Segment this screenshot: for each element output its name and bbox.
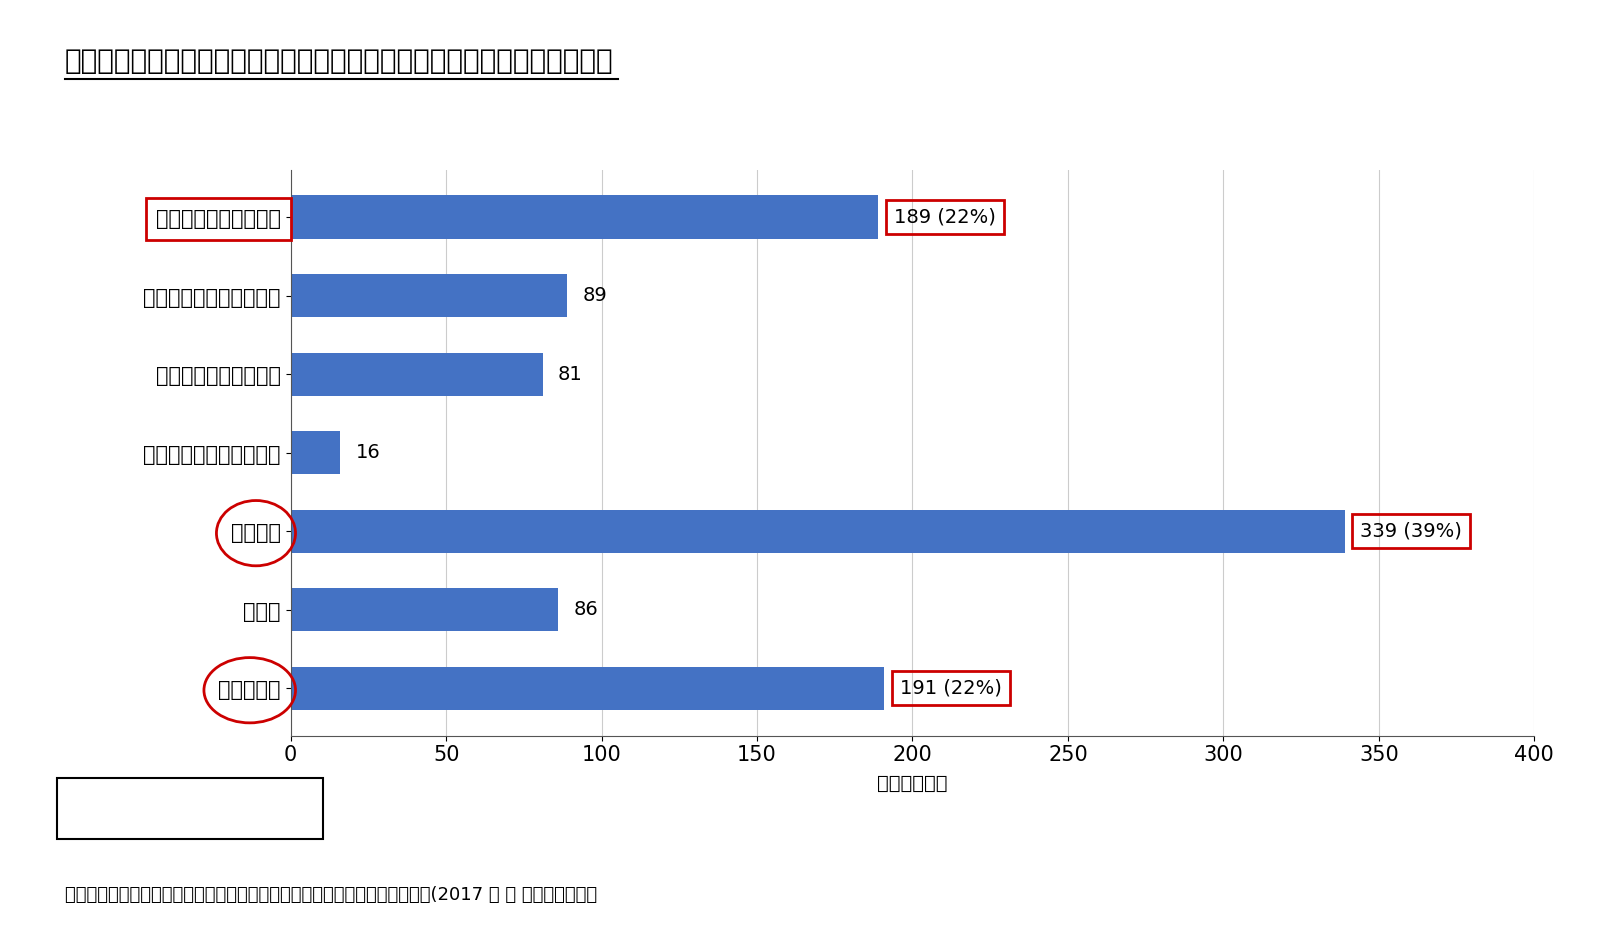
Bar	[291, 195, 878, 239]
Text: ＞ 回答企業数：874社: ＞ 回答企業数：874社	[69, 786, 195, 803]
Bar	[291, 274, 567, 317]
Text: ＞ 未回答企業数：０社: ＞ 未回答企業数：０社	[69, 814, 182, 832]
Text: 16: 16	[355, 443, 381, 462]
Bar	[291, 353, 542, 396]
Bar	[291, 667, 884, 710]
X-axis label: （回答社数）: （回答社数）	[876, 773, 947, 793]
Text: 経済産業省「コーポレートガバナンスに関する企業アンケート調査結果」(2017 年 ３ 月）に筆者加筆: 経済産業省「コーポレートガバナンスに関する企業アンケート調査結果」(2017 年…	[65, 886, 596, 904]
Bar	[291, 509, 1344, 553]
Text: 191 (22%): 191 (22%)	[899, 679, 1001, 698]
Text: 86: 86	[573, 600, 599, 620]
Bar	[291, 588, 558, 631]
Text: 81: 81	[558, 365, 583, 384]
Text: 189 (22%): 189 (22%)	[893, 207, 996, 226]
Bar	[291, 431, 341, 474]
Text: 89: 89	[583, 286, 607, 306]
Text: 【図表２】取締役会の構成についての今後の方針　（企業・複数回答可）: 【図表２】取締役会の構成についての今後の方針 （企業・複数回答可）	[65, 47, 613, 75]
Text: 339 (39%): 339 (39%)	[1359, 521, 1461, 540]
